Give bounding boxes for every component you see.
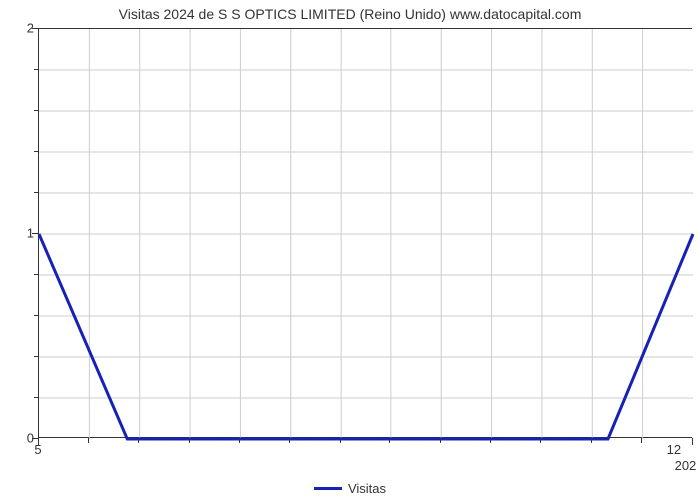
x-tick-mark	[189, 438, 190, 443]
legend: Visitas	[0, 481, 700, 496]
y-tick-mark	[34, 151, 38, 152]
x-tick-mark	[641, 438, 642, 443]
x-tick-mark	[289, 438, 290, 443]
y-tick-mark	[32, 233, 38, 234]
x-tick-mark	[138, 438, 139, 443]
y-tick-mark	[34, 397, 38, 398]
y-tick-mark	[34, 356, 38, 357]
x-tick-mark	[490, 438, 491, 443]
x-tick-mark	[88, 438, 89, 443]
y-tick-mark	[34, 110, 38, 111]
series-line	[39, 234, 693, 439]
x-tick-mark	[38, 438, 39, 445]
y-tick-mark	[34, 274, 38, 275]
x-tick-mark	[692, 438, 693, 445]
x-tick-mark	[340, 438, 341, 443]
x-tick-mark	[239, 438, 240, 443]
x-sub-label: 202	[675, 458, 697, 473]
y-tick-mark	[34, 315, 38, 316]
plot-svg	[39, 29, 693, 439]
chart-container: Visitas 2024 de S S OPTICS LIMITED (Rein…	[0, 0, 700, 500]
chart-title: Visitas 2024 de S S OPTICS LIMITED (Rein…	[0, 6, 700, 22]
y-tick-mark	[34, 69, 38, 70]
x-tick-mark	[389, 438, 390, 443]
x-tick-mark	[591, 438, 592, 443]
plot-area	[38, 28, 692, 438]
x-tick-mark	[440, 438, 441, 443]
legend-line	[314, 487, 342, 490]
x-tick-label: 12	[667, 442, 681, 457]
legend-label: Visitas	[348, 481, 386, 496]
x-tick-mark	[540, 438, 541, 443]
y-tick-mark	[34, 192, 38, 193]
grid-lines	[39, 29, 693, 439]
y-tick-mark	[32, 438, 38, 439]
y-tick-mark	[32, 28, 38, 29]
